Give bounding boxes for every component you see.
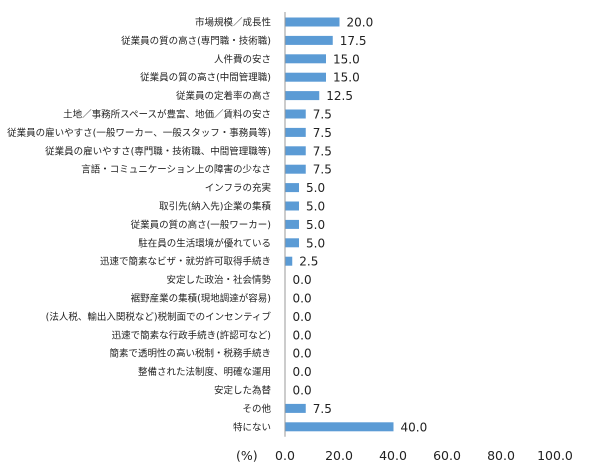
- category-label: その他: [242, 403, 271, 415]
- bar: [285, 91, 320, 101]
- category-label: (法人税、輸出入関税など)税制面でのインセンティブ: [46, 311, 272, 323]
- category-label: 迅速で簡素な行政手続き(許認可など): [112, 329, 271, 341]
- category-label: 言語・コミュニケーション上の障害の少なさ: [81, 164, 271, 176]
- x-tick-label: 80.0: [487, 448, 515, 463]
- bar: [285, 146, 306, 156]
- x-tick-label: 40.0: [379, 448, 407, 463]
- bar: [285, 238, 299, 248]
- value-label: 15.0: [333, 52, 360, 66]
- value-label: 40.0: [401, 420, 428, 434]
- x-tick-label: 100.0: [537, 448, 573, 463]
- category-label: 取引先(納入先)企業の集積: [159, 201, 271, 213]
- category-label: 安定した為替: [214, 385, 272, 397]
- category-label: 特にない: [233, 421, 271, 433]
- value-label: 0.0: [293, 384, 312, 398]
- value-label: 5.0: [306, 181, 325, 195]
- bar: [285, 109, 306, 119]
- category-label: 従業員の雇いやすさ(専門職・技術職、中間管理職等): [45, 145, 271, 157]
- bar: [285, 403, 306, 413]
- category-label: 従業員の質の高さ(専門職・技術職): [121, 35, 271, 47]
- category-label: 迅速で簡素なビザ・就労許可取得手続き: [100, 256, 271, 268]
- x-tick-label: 0.0: [275, 448, 295, 463]
- value-label: 5.0: [306, 236, 325, 250]
- x-axis-unit-label: (%): [236, 448, 258, 463]
- x-tick-label: 20.0: [325, 448, 353, 463]
- x-tick-labels: 0.0 20.0 40.0 60.0 80.0 100.0: [275, 448, 573, 463]
- value-label: 0.0: [293, 273, 312, 287]
- category-label: 市場規模／成長性: [195, 17, 272, 29]
- value-label: 0.0: [293, 328, 312, 342]
- category-label: 土地／事務所スペースが豊富、地価／賃料の安さ: [63, 109, 271, 121]
- category-label: 従業員の定着率の高さ: [176, 90, 271, 102]
- bar: [285, 72, 326, 82]
- value-labels: 20.0 17.5 15.0 15.0 12.5 7.5 7.5 7.5 7.5 5.0 5.0 5.…: [293, 16, 428, 435]
- value-label: 7.5: [313, 108, 332, 122]
- bar: [285, 17, 340, 27]
- value-label: 5.0: [306, 218, 325, 232]
- category-label: 駐在員の生活環境が優れている: [138, 237, 271, 249]
- category-label: 安定した政治・社会情勢: [166, 274, 271, 286]
- category-label: 簡素で透明性の高い税制・税務手続き: [109, 348, 271, 360]
- value-label: 0.0: [293, 310, 312, 324]
- value-label: 15.0: [333, 71, 360, 85]
- value-label: 17.5: [340, 34, 367, 48]
- category-label: 裾野産業の集積(現地調達が容易): [131, 293, 271, 305]
- category-label: インフラの充実: [205, 182, 272, 194]
- value-label: 12.5: [326, 89, 353, 103]
- category-label: 従業員の質の高さ(一般ワーカー): [131, 219, 271, 231]
- category-label: 整備された法制度、明確な運用: [138, 366, 271, 378]
- category-label: 従業員の雇いやすさ(一般ワーカー、一般スタッフ・事務員等): [7, 127, 271, 139]
- value-label: 2.5: [299, 255, 318, 269]
- value-label: 5.0: [306, 200, 325, 214]
- value-label: 7.5: [313, 163, 332, 177]
- bar: [285, 127, 306, 137]
- value-label: 0.0: [293, 347, 312, 361]
- value-label: 7.5: [313, 126, 332, 140]
- bars: [285, 17, 394, 432]
- value-label: 20.0: [347, 16, 374, 30]
- bar: [285, 164, 306, 174]
- value-label: 7.5: [313, 144, 332, 158]
- value-label: 7.5: [313, 402, 332, 416]
- bar: [285, 54, 326, 64]
- bar: [285, 35, 333, 45]
- bar: [285, 256, 293, 266]
- value-label: 0.0: [293, 292, 312, 306]
- x-tick-label: 60.0: [433, 448, 461, 463]
- bar: [285, 183, 299, 193]
- bar: [285, 422, 394, 432]
- bar: [285, 219, 299, 229]
- bar: [285, 201, 299, 211]
- value-label: 0.0: [293, 365, 312, 379]
- category-label: 従業員の質の高さ(中間管理職): [140, 72, 271, 84]
- category-label: 人件費の安さ: [214, 53, 271, 65]
